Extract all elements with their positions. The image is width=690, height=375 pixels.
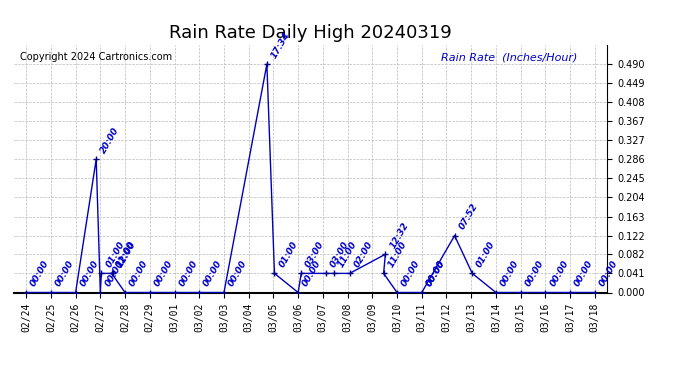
Text: 03:00: 03:00 — [304, 240, 326, 269]
Text: 00:00: 00:00 — [79, 259, 101, 288]
Text: 00:00: 00:00 — [227, 259, 249, 288]
Text: 00:00: 00:00 — [152, 259, 175, 288]
Text: 00:00: 00:00 — [548, 259, 570, 288]
Text: 01:00: 01:00 — [475, 240, 497, 269]
Text: 00:00: 00:00 — [54, 259, 76, 288]
Text: 00:00: 00:00 — [400, 259, 422, 288]
Text: 00:00: 00:00 — [524, 259, 546, 288]
Text: 00:00: 00:00 — [128, 259, 150, 288]
Text: 00:00: 00:00 — [499, 259, 521, 288]
Text: 07:52: 07:52 — [457, 202, 480, 231]
Text: 11:00: 11:00 — [386, 240, 408, 269]
Text: Rain Rate  (Inches/Hour): Rain Rate (Inches/Hour) — [441, 53, 578, 62]
Text: Copyright 2024 Cartronics.com: Copyright 2024 Cartronics.com — [20, 53, 172, 62]
Text: 01:00: 01:00 — [104, 240, 126, 269]
Text: 20:00: 20:00 — [99, 126, 121, 155]
Text: 02:00: 02:00 — [353, 240, 375, 269]
Text: 00:00: 00:00 — [424, 259, 446, 288]
Text: 01:00: 01:00 — [277, 240, 299, 269]
Text: 11:00: 11:00 — [115, 240, 137, 269]
Text: 00:00: 00:00 — [598, 259, 620, 288]
Text: 00:00: 00:00 — [301, 259, 323, 288]
Title: Rain Rate Daily High 20240319: Rain Rate Daily High 20240319 — [169, 24, 452, 42]
Text: 00:00: 00:00 — [424, 259, 446, 288]
Text: 00:00: 00:00 — [177, 259, 199, 288]
Text: 12:32: 12:32 — [388, 221, 411, 250]
Text: 00:00: 00:00 — [202, 259, 224, 288]
Text: 11:00: 11:00 — [337, 240, 359, 269]
Text: 12:00: 12:00 — [115, 240, 137, 269]
Text: 00:00: 00:00 — [573, 259, 595, 288]
Text: 03:00: 03:00 — [328, 240, 351, 269]
Text: 00:00: 00:00 — [29, 259, 51, 288]
Text: 00:00: 00:00 — [103, 259, 125, 288]
Text: 17:34: 17:34 — [270, 31, 292, 60]
